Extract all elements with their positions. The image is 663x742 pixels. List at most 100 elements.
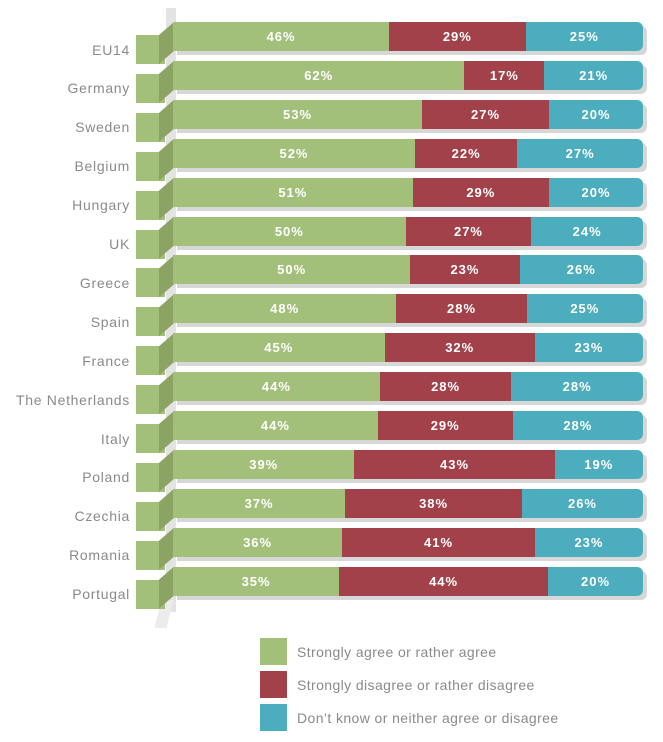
bar-3d-face <box>159 216 174 259</box>
bar-3d-face <box>159 449 174 492</box>
bar-segment-2: 26% <box>519 255 643 285</box>
stacked-bar: 51% 29% 20% <box>173 177 643 207</box>
bar-segment-0: 39% <box>173 449 355 479</box>
legend-item-dontknow: Don’t know or neither agree or disagree <box>260 704 559 731</box>
stacked-bar: 44% 29% 28% <box>173 411 643 440</box>
bar-segment-0: 37% <box>173 488 346 518</box>
segment-value-label: 20% <box>581 573 611 589</box>
legend-swatch-disagree <box>260 671 287 698</box>
segment-value-label: 39% <box>249 456 279 472</box>
bar-3d-face <box>159 333 174 376</box>
bar-segment-0: 44% <box>173 372 380 402</box>
segment-value-label: 62% <box>304 67 334 83</box>
chart-row-uk: UK 50% 27% 24% <box>0 216 663 259</box>
bar-3d-face <box>159 527 174 570</box>
segment-value-label: 52% <box>279 145 309 161</box>
segment-value-label: 44% <box>429 573 459 589</box>
bar-segment-2: 20% <box>549 177 643 207</box>
bar-segment-1: 22% <box>414 138 518 168</box>
chart-row-germany: Germany 62% 17% 21% <box>0 60 663 103</box>
bar-segment-0: 45% <box>173 333 385 363</box>
category-label: Italy <box>100 430 130 447</box>
category-label: Czechia <box>74 508 130 525</box>
bar-segment-1: 28% <box>379 372 512 402</box>
legend-swatch-agree <box>260 638 287 665</box>
bar-segment-2: 27% <box>517 138 643 168</box>
category-label: The Netherlands <box>15 391 130 408</box>
category-label: EU14 <box>92 41 130 58</box>
segment-value-label: 53% <box>283 106 313 122</box>
segment-value-label: 23% <box>574 534 604 550</box>
segment-value-label: 28% <box>562 379 592 395</box>
segment-value-label: 19% <box>584 456 614 472</box>
bar-segment-2: 20% <box>548 566 643 596</box>
bar-segment-2: 21% <box>544 60 643 90</box>
stacked-bar: 37% 38% 26% <box>173 488 643 518</box>
bar-segment-1: 17% <box>464 60 545 90</box>
segment-value-label: 51% <box>278 184 308 200</box>
segment-value-label: 26% <box>566 262 596 278</box>
segment-value-label: 23% <box>450 262 480 278</box>
bar-3d-face <box>159 60 174 103</box>
legend-label-dontknow: Don’t know or neither agree or disagree <box>297 709 559 726</box>
chart-row-greece: Greece 50% 23% 26% <box>0 255 663 298</box>
segment-value-label: 50% <box>274 223 304 239</box>
segment-value-label: 37% <box>244 495 274 511</box>
stacked-bar: 39% 43% 19% <box>173 449 643 479</box>
bar-segment-0: 35% <box>173 566 340 596</box>
bar-3d-face <box>159 372 174 415</box>
chart-row-czechia: Czechia 37% 38% 26% <box>0 488 663 531</box>
chart-row-sweden: Sweden 53% 27% 20% <box>0 99 663 142</box>
segment-value-label: 50% <box>277 262 307 278</box>
legend: Strongly agree or rather agree Strongly … <box>260 638 559 737</box>
segment-value-label: 21% <box>579 67 609 83</box>
chart-row-spain: Spain 48% 28% 25% <box>0 294 663 337</box>
bar-segment-2: 23% <box>534 333 643 363</box>
segment-value-label: 43% <box>440 456 470 472</box>
chart-row-france: France 45% 32% 23% <box>0 333 663 376</box>
bar-segment-0: 62% <box>173 60 465 90</box>
segment-value-label: 44% <box>261 379 291 395</box>
bar-segment-1: 23% <box>410 255 520 285</box>
stacked-bar: 53% 27% 20% <box>173 99 643 129</box>
segment-value-label: 29% <box>442 29 472 44</box>
category-label: Romania <box>69 547 130 564</box>
segment-value-label: 26% <box>567 495 597 511</box>
stacked-bar: 46% 29% 25% <box>173 22 643 51</box>
stacked-bar: 52% 22% 27% <box>173 138 643 168</box>
stacked-bar: 36% 41% 23% <box>173 527 643 557</box>
segment-value-label: 48% <box>270 301 300 317</box>
stacked-bar: 50% 27% 24% <box>173 216 643 246</box>
bar-segment-2: 20% <box>549 99 643 129</box>
bar-segment-1: 29% <box>412 177 549 207</box>
bar-3d-face <box>159 22 174 64</box>
segment-value-label: 27% <box>453 223 483 239</box>
chart-row-italy: Italy 44% 29% 28% <box>0 411 663 453</box>
bar-segment-0: 44% <box>173 411 378 440</box>
segment-value-label: 22% <box>451 145 481 161</box>
segment-value-label: 28% <box>446 301 477 317</box>
segment-value-label: 45% <box>264 340 294 356</box>
bar-segment-2: 24% <box>531 216 643 246</box>
segment-value-label: 20% <box>581 106 611 122</box>
bar-3d-face <box>159 294 174 337</box>
segment-value-label: 25% <box>570 301 600 317</box>
bar-3d-face <box>159 566 174 609</box>
stacked-bar: 35% 44% 20% <box>173 566 643 596</box>
category-label: Hungary <box>72 197 130 214</box>
segment-value-label: 46% <box>266 29 296 44</box>
segment-value-label: 32% <box>445 340 475 356</box>
bar-segment-0: 50% <box>173 255 411 285</box>
category-label: Sweden <box>75 119 130 136</box>
category-label: France <box>82 352 130 369</box>
legend-swatch-dontknow <box>260 704 287 731</box>
bar-segment-1: 28% <box>396 294 527 324</box>
bar-segment-0: 51% <box>173 177 413 207</box>
bar-3d-face <box>159 177 174 220</box>
legend-item-agree: Strongly agree or rather agree <box>260 638 559 665</box>
segment-value-label: 27% <box>471 106 501 122</box>
bar-segment-1: 32% <box>384 333 535 363</box>
chart-row-poland: Poland 39% 43% 19% <box>0 449 663 492</box>
bar-segment-2: 26% <box>522 488 643 518</box>
